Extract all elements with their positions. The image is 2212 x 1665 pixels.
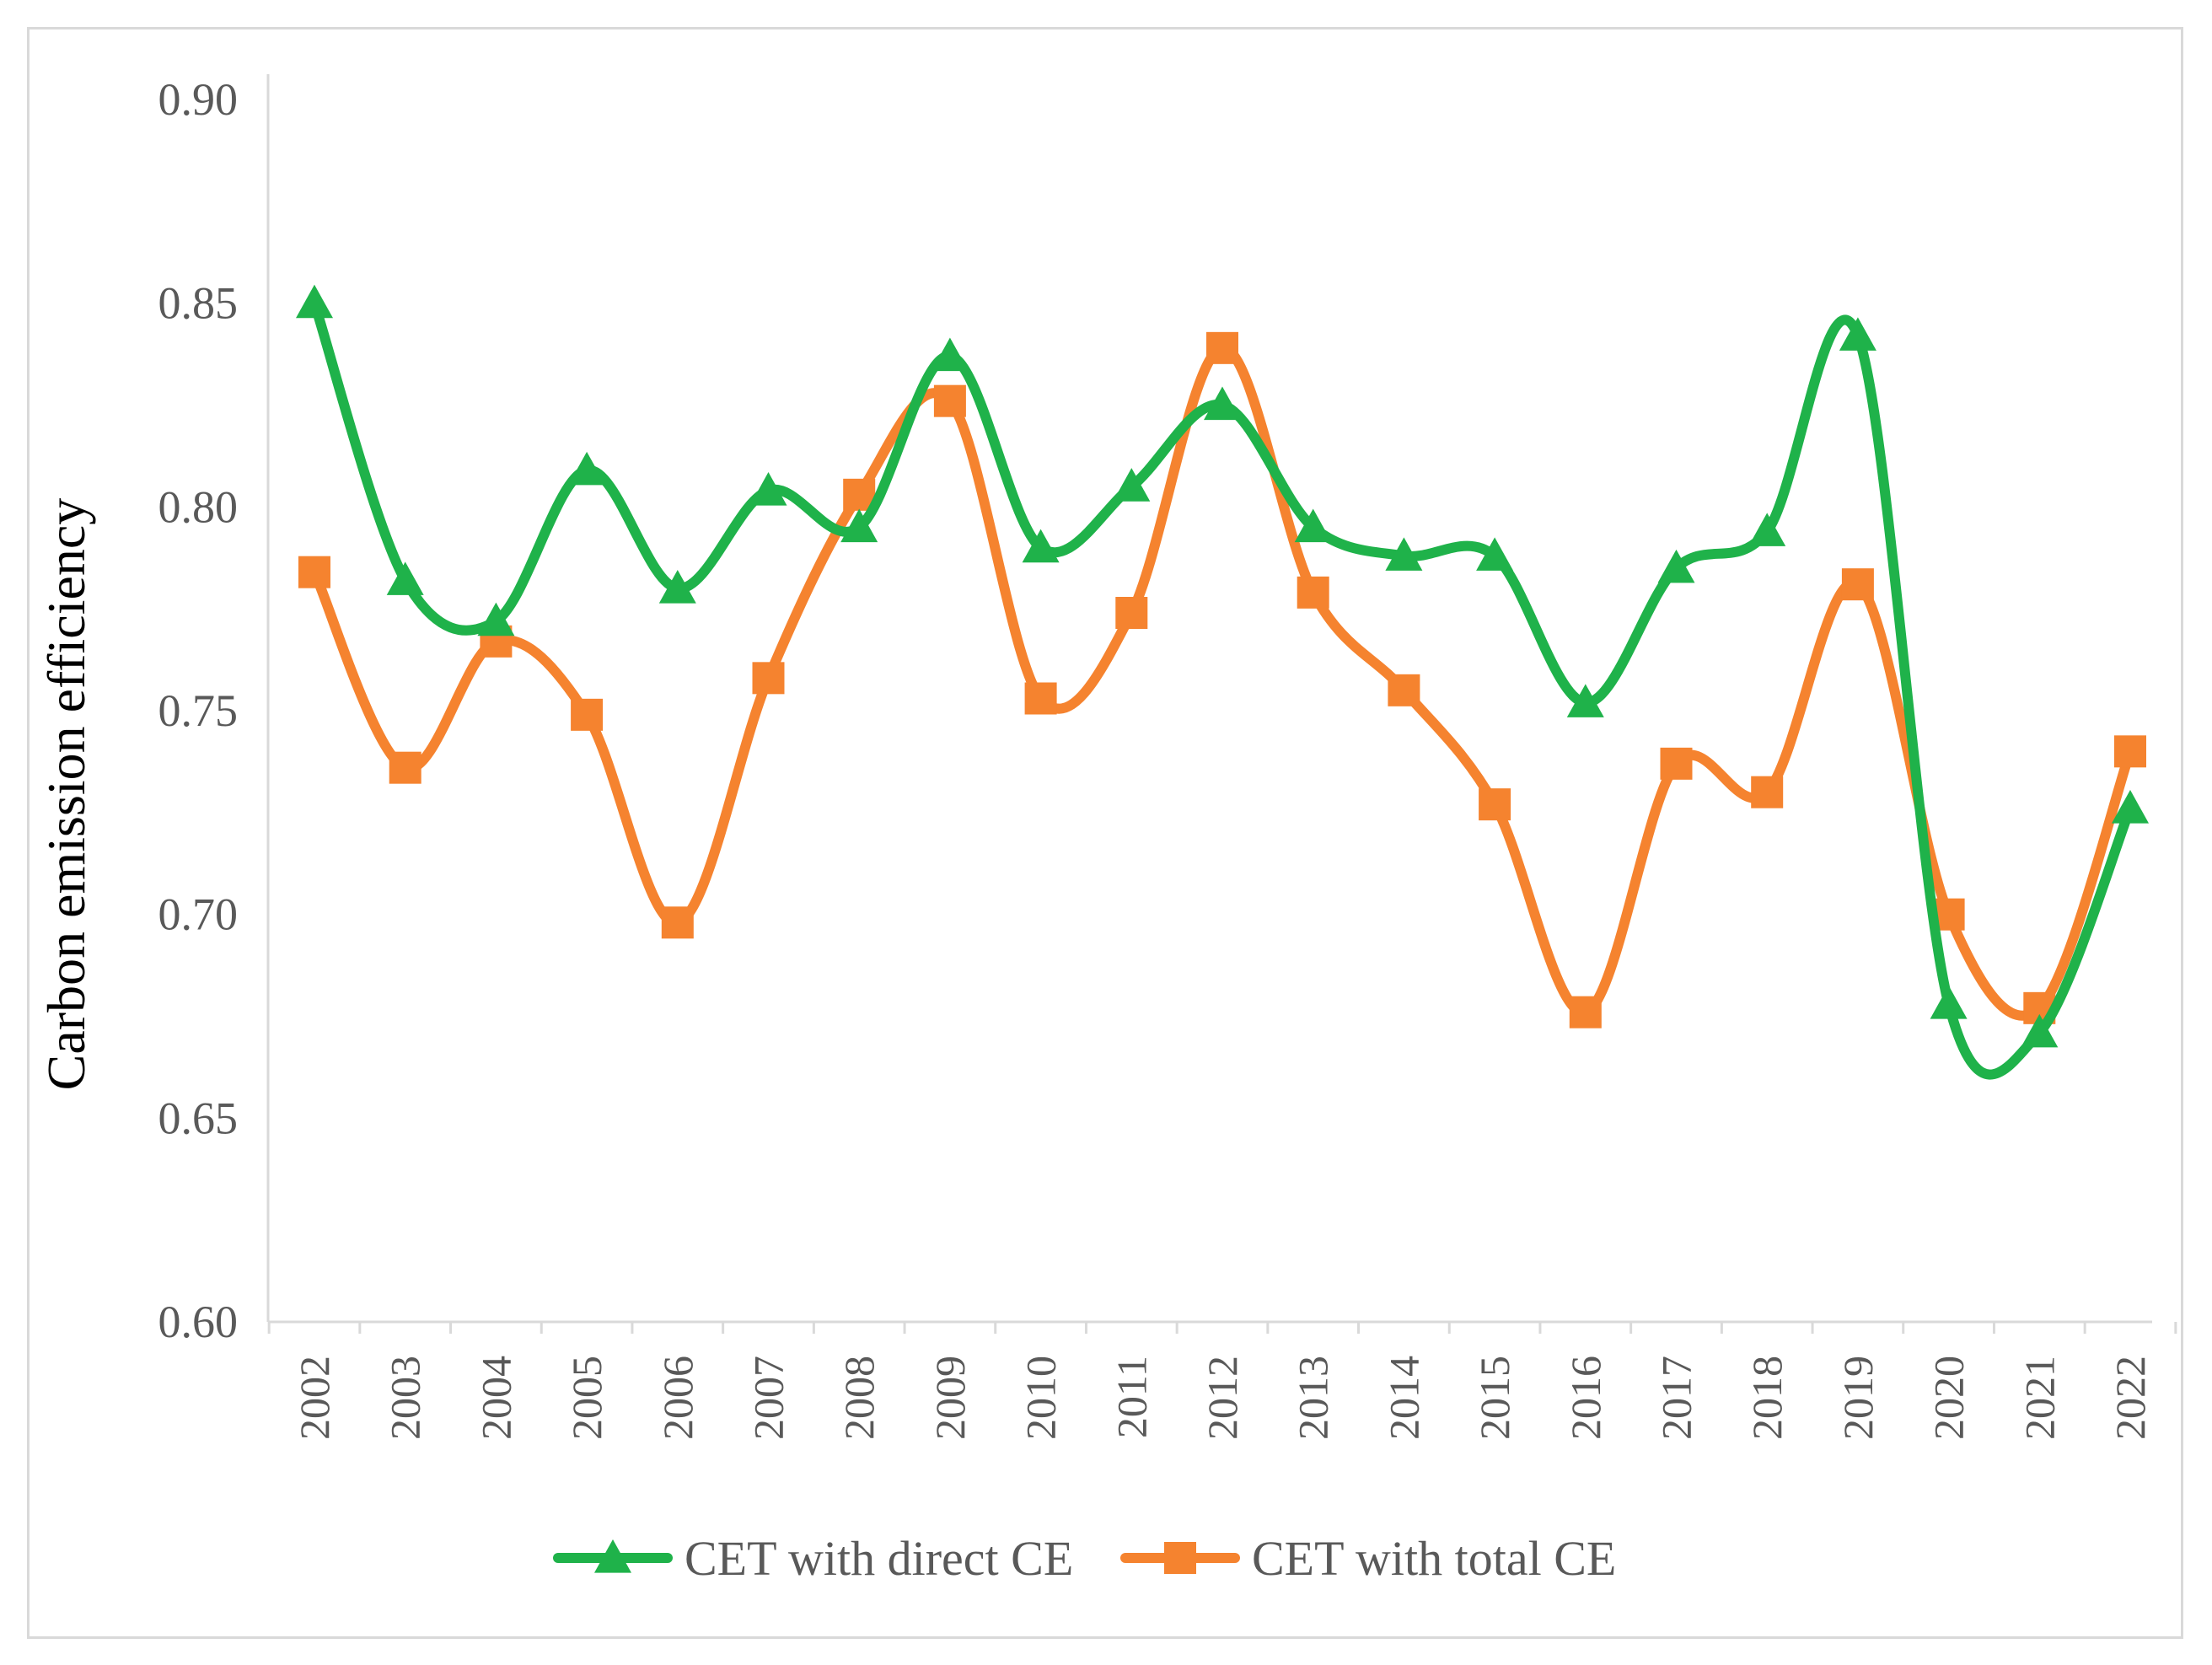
x-tick-label: 2020 xyxy=(1925,1356,1973,1440)
data-point xyxy=(1294,508,1332,543)
x-axis: 2002 2003 2004 2005 2006 2007 2008 2009 2010 2011… xyxy=(267,1320,2177,1440)
chart-frame xyxy=(27,27,2183,1639)
data-point xyxy=(571,698,604,731)
data-point xyxy=(2114,735,2146,768)
data-point xyxy=(386,561,424,595)
legend-label: CET with total CE xyxy=(1252,1531,1616,1586)
x-tick-label: 2006 xyxy=(654,1356,701,1440)
x-tick-label: 2013 xyxy=(1290,1356,1337,1440)
data-point xyxy=(1479,788,1511,821)
y-tick-label: 0.90 xyxy=(158,74,239,125)
data-point xyxy=(1113,468,1151,502)
data-point xyxy=(658,570,696,604)
data-point xyxy=(1657,549,1695,583)
x-tick-label: 2009 xyxy=(926,1356,974,1440)
data-point xyxy=(1476,537,1514,571)
x-tick-label: 2012 xyxy=(1199,1356,1246,1440)
legend-item: CET with direct CE xyxy=(553,1531,1073,1586)
data-point xyxy=(1297,576,1329,609)
y-axis-title: Carbon emission efficiency xyxy=(36,498,96,1091)
data-point xyxy=(1024,682,1057,715)
data-point xyxy=(389,751,421,784)
data-point xyxy=(1751,776,1784,808)
data-point xyxy=(477,602,515,636)
y-tick-label: 0.70 xyxy=(158,889,239,940)
data-point xyxy=(933,384,966,417)
x-tick-label: 2002 xyxy=(291,1356,338,1440)
x-tick-label: 2015 xyxy=(1471,1356,1518,1440)
data-point xyxy=(752,662,785,695)
legend-item: CET with total CE xyxy=(1120,1531,1616,1586)
data-point xyxy=(1388,674,1420,706)
data-point xyxy=(1022,529,1060,563)
y-tick-label: 0.65 xyxy=(158,1093,239,1143)
x-tick-label: 2007 xyxy=(745,1356,792,1440)
series-line xyxy=(309,298,2135,1080)
series-layer xyxy=(296,284,2149,1080)
x-tick-label: 2014 xyxy=(1380,1356,1427,1440)
data-point xyxy=(1569,996,1602,1029)
x-tick-label: 2019 xyxy=(1834,1356,1882,1440)
data-point xyxy=(1839,317,1876,351)
x-tick-label: 2004 xyxy=(472,1356,519,1440)
x-tick-label: 2017 xyxy=(1653,1356,1700,1440)
legend: CET with direct CE CET with total CE xyxy=(553,1531,1616,1586)
x-tick-label: 2005 xyxy=(563,1356,610,1440)
y-tick-label: 0.85 xyxy=(158,278,239,329)
x-tick-label: 2021 xyxy=(2016,1356,2063,1440)
data-point xyxy=(296,284,333,319)
data-point xyxy=(1841,568,1874,601)
data-point xyxy=(749,472,787,506)
data-point xyxy=(840,508,878,543)
data-point xyxy=(568,451,606,486)
y-axis: 0.60 0.65 0.70 0.75 0.80 0.85 0.90 xyxy=(158,74,270,1347)
series-total-ce xyxy=(298,331,2146,1029)
y-tick-label: 0.60 xyxy=(158,1297,239,1347)
x-tick-label: 2018 xyxy=(1743,1356,1791,1440)
x-tick-label: 2011 xyxy=(1108,1356,1155,1438)
x-tick-label: 2010 xyxy=(1017,1356,1065,1440)
x-tick-label: 2003 xyxy=(382,1356,429,1440)
series-direct-ce xyxy=(296,284,2149,1080)
data-point xyxy=(1204,386,1241,421)
data-point xyxy=(1566,684,1604,717)
y-tick-label: 0.80 xyxy=(158,481,239,532)
series-line xyxy=(309,342,2135,1021)
data-point xyxy=(2112,790,2149,824)
legend-swatch-marker xyxy=(594,1539,631,1573)
data-point xyxy=(1115,597,1148,629)
data-point xyxy=(1660,747,1693,780)
x-tick-label: 2008 xyxy=(835,1356,883,1440)
x-tick-label: 2016 xyxy=(1562,1356,1609,1440)
data-point xyxy=(661,906,694,939)
data-point xyxy=(1930,986,1968,1019)
x-tick-label: 2022 xyxy=(2107,1356,2154,1440)
legend-label: CET with direct CE xyxy=(685,1531,1073,1586)
data-point xyxy=(2021,1013,2059,1048)
data-point xyxy=(1385,537,1423,571)
legend-swatch-marker xyxy=(1164,1542,1196,1574)
y-tick-label: 0.75 xyxy=(158,685,239,736)
data-point xyxy=(1748,513,1786,546)
data-point xyxy=(1206,331,1238,364)
data-point xyxy=(298,556,330,588)
data-point xyxy=(931,337,969,372)
